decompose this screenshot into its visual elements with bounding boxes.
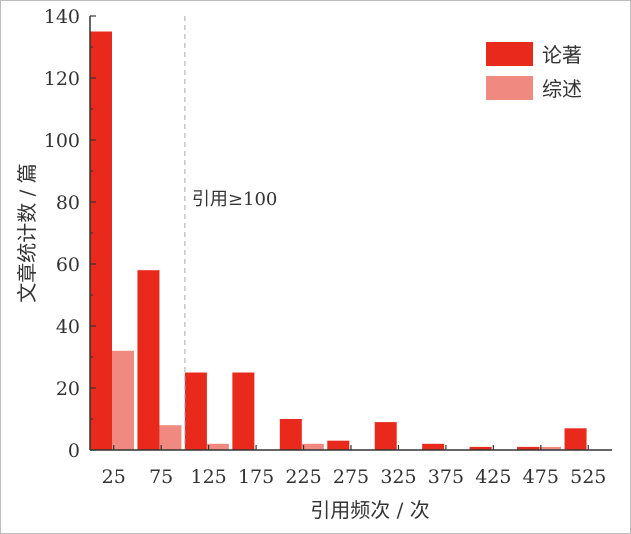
bar	[137, 270, 160, 450]
x-tick-label: 475	[523, 466, 559, 488]
x-tick-label: 525	[570, 466, 606, 488]
bar	[90, 31, 112, 450]
bar	[184, 372, 207, 450]
bar	[232, 372, 255, 450]
axes	[89, 16, 612, 451]
x-tick-label: 25	[102, 466, 126, 488]
x-tick-label: 75	[149, 466, 173, 488]
bar	[112, 350, 134, 450]
bar	[301, 443, 324, 450]
legend-swatch	[486, 76, 533, 100]
y-tick-label: 120	[44, 68, 80, 90]
y-tick-label: 40	[56, 316, 80, 338]
bar	[159, 425, 182, 450]
y-axis-ticks: 0 20 40 60 80 100 120 140	[44, 6, 96, 462]
bar	[422, 443, 445, 450]
x-tick-label: 125	[191, 466, 227, 488]
y-tick-label: 100	[44, 130, 80, 152]
y-tick-label: 140	[44, 6, 80, 28]
bar	[517, 446, 540, 450]
y-tick-label: 20	[56, 378, 80, 400]
x-axis-ticks: 25 75 125 175 225 275 325 375 425 475 525	[102, 445, 606, 488]
bar	[374, 422, 397, 450]
bar	[327, 440, 350, 450]
bar	[469, 446, 492, 450]
x-axis-label: 引用频次 / 次	[310, 498, 429, 522]
y-tick-label: 0	[68, 440, 80, 462]
x-tick-label: 225	[285, 466, 321, 488]
x-tick-label: 325	[380, 466, 416, 488]
bars-layer	[90, 31, 587, 450]
bar	[564, 428, 587, 450]
legend-label: 论著	[542, 43, 582, 67]
y-tick-label: 80	[56, 192, 80, 214]
x-tick-label: 375	[428, 466, 464, 488]
bar	[539, 446, 562, 450]
bar	[279, 419, 302, 450]
legend-swatch	[486, 42, 533, 66]
legend-label: 综述	[542, 77, 582, 101]
x-tick-label: 175	[238, 466, 274, 488]
x-tick-label: 425	[475, 466, 511, 488]
x-tick-label: 275	[333, 466, 369, 488]
y-tick-label: 60	[56, 254, 80, 276]
reference-line-label: 引用≥100	[192, 189, 277, 210]
y-axis-label: 文章统计数 / 篇	[15, 163, 39, 302]
bar	[206, 443, 229, 450]
